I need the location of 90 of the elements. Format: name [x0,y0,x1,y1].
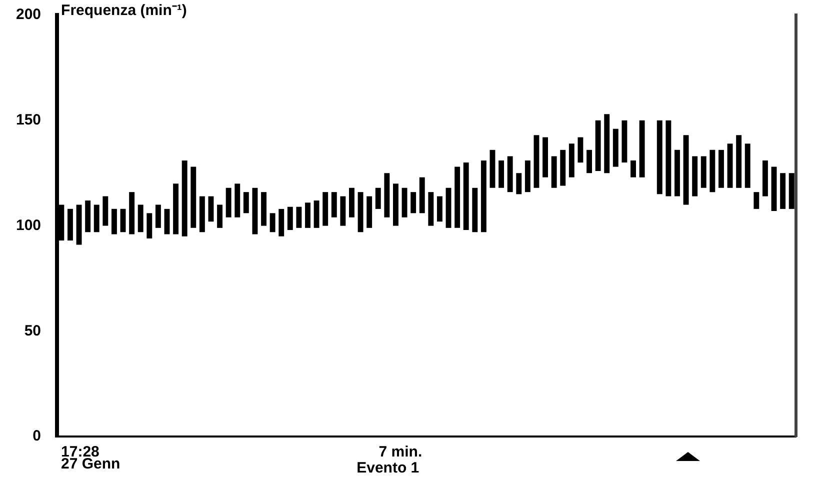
bar [762,160,768,196]
bar [490,150,496,188]
bar [656,120,662,194]
bar [111,208,117,234]
bar [754,192,760,209]
bar [129,192,135,234]
bar [358,192,364,232]
bar [138,204,144,232]
bar [472,188,478,232]
bar [692,156,698,196]
bar [551,156,557,188]
bar [463,162,469,230]
bar [76,204,82,245]
bar [67,208,73,241]
bar [622,120,628,163]
bar [366,196,372,228]
bar [261,192,266,226]
bar [340,196,346,226]
y-tick-label: 200 [16,6,42,24]
bar [252,188,258,234]
bar [384,173,390,218]
bar [120,208,126,232]
bar [666,120,672,196]
bar [744,144,750,188]
bar [586,150,592,174]
bar [85,200,91,232]
bar [736,135,742,188]
bar [314,200,320,228]
y-axis-title: Frequenza (min⁻¹) [61,2,187,20]
bar [296,206,302,228]
bar [331,192,337,218]
bar [217,204,223,228]
bar [322,192,328,226]
bar [718,150,724,188]
bar [270,213,276,232]
bar [226,188,232,218]
text: Evento 1 [356,460,420,477]
y-tick-label: 50 [24,322,42,340]
bar [375,188,381,209]
bar [524,160,530,192]
bar [771,166,777,212]
bar [287,206,293,230]
bar [700,156,706,188]
bar [674,150,680,196]
bar [612,128,618,167]
bar [94,204,100,232]
bar [278,208,284,236]
bar [578,137,584,163]
bar [480,160,486,232]
bar [630,160,636,178]
bar [534,135,540,188]
y-tick-label: 100 [16,216,42,234]
bar [788,173,794,209]
bar [419,177,425,214]
bar [155,204,161,228]
bar [542,137,548,178]
bar [683,135,689,205]
bar [604,114,610,174]
bar [727,144,733,188]
bar [516,173,522,194]
bar [780,173,786,209]
bar [164,208,170,234]
bar [102,196,108,226]
bar [392,184,398,226]
bar [146,213,152,238]
bar [199,196,205,232]
bar [402,188,408,218]
bar [454,166,460,228]
bar [349,188,354,218]
bar [446,188,452,228]
bar [436,196,442,222]
bar [410,192,416,214]
text: 7 min. [378,444,422,461]
bar [710,150,716,192]
bar [560,150,566,186]
bar [305,202,310,228]
bar [243,192,249,214]
bar [234,184,240,218]
y-tick-label: 150 [16,112,42,129]
y-tick-label: 0 [32,428,42,445]
bar [173,184,179,234]
bar [190,166,196,228]
bar [639,120,645,178]
bar [428,192,434,226]
bar [595,120,601,171]
bar [208,196,214,222]
bar [498,160,504,188]
bar [507,156,513,192]
bar [568,144,574,178]
bar [182,160,188,236]
